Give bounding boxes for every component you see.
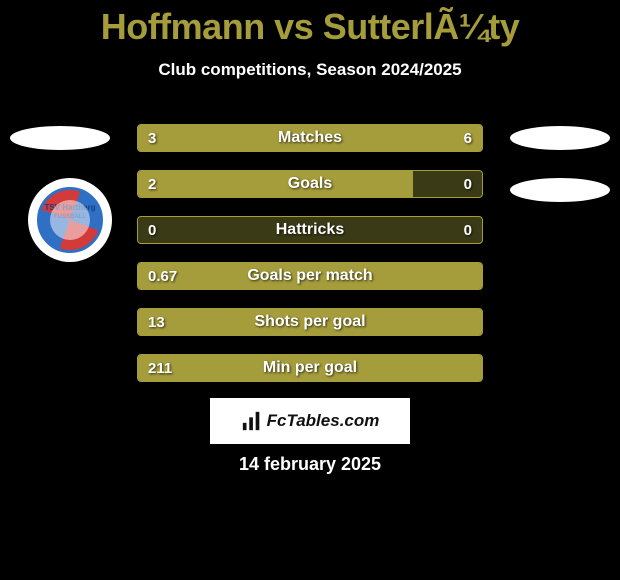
- stat-label: Min per goal: [138, 355, 482, 381]
- comparison-infographic: Hoffmann vs SutterlÃ¼ty Club competition…: [0, 0, 620, 580]
- club-right-logo-placeholder: [510, 178, 610, 202]
- stat-bar: 13Shots per goal: [137, 308, 483, 336]
- stat-bar: 211Min per goal: [137, 354, 483, 382]
- club-badge-bottom: FUSSBALL: [54, 214, 86, 220]
- stat-bar: 00Hattricks: [137, 216, 483, 244]
- stat-bar: 36Matches: [137, 124, 483, 152]
- club-badge-top: TSV Hartberg: [44, 203, 95, 212]
- player-right-photo-placeholder: [510, 126, 610, 150]
- stat-label: Shots per goal: [138, 309, 482, 335]
- stat-bar: 20Goals: [137, 170, 483, 198]
- club-badge-icon: TSV Hartberg FUSSBALL: [37, 187, 103, 253]
- stat-label: Goals per match: [138, 263, 482, 289]
- comparison-date: 14 february 2025: [0, 454, 620, 475]
- stat-label: Hattricks: [138, 217, 482, 243]
- footer-brand-box: FcTables.com: [210, 398, 410, 444]
- player-left-photo-placeholder: [10, 126, 110, 150]
- footer-brand-text: FcTables.com: [267, 411, 380, 431]
- stat-label: Matches: [138, 125, 482, 151]
- stat-label: Goals: [138, 171, 482, 197]
- bar-chart-icon: [241, 410, 263, 432]
- page-subtitle: Club competitions, Season 2024/2025: [0, 60, 620, 80]
- club-badge-text: TSV Hartberg FUSSBALL: [40, 204, 100, 220]
- stat-bar: 0.67Goals per match: [137, 262, 483, 290]
- stats-bars: 36Matches 20Goals 00Hattricks 0.67Goals per…: [137, 124, 483, 400]
- club-left-logo: TSV Hartberg FUSSBALL: [28, 178, 112, 262]
- page-title: Hoffmann vs SutterlÃ¼ty: [0, 0, 620, 48]
